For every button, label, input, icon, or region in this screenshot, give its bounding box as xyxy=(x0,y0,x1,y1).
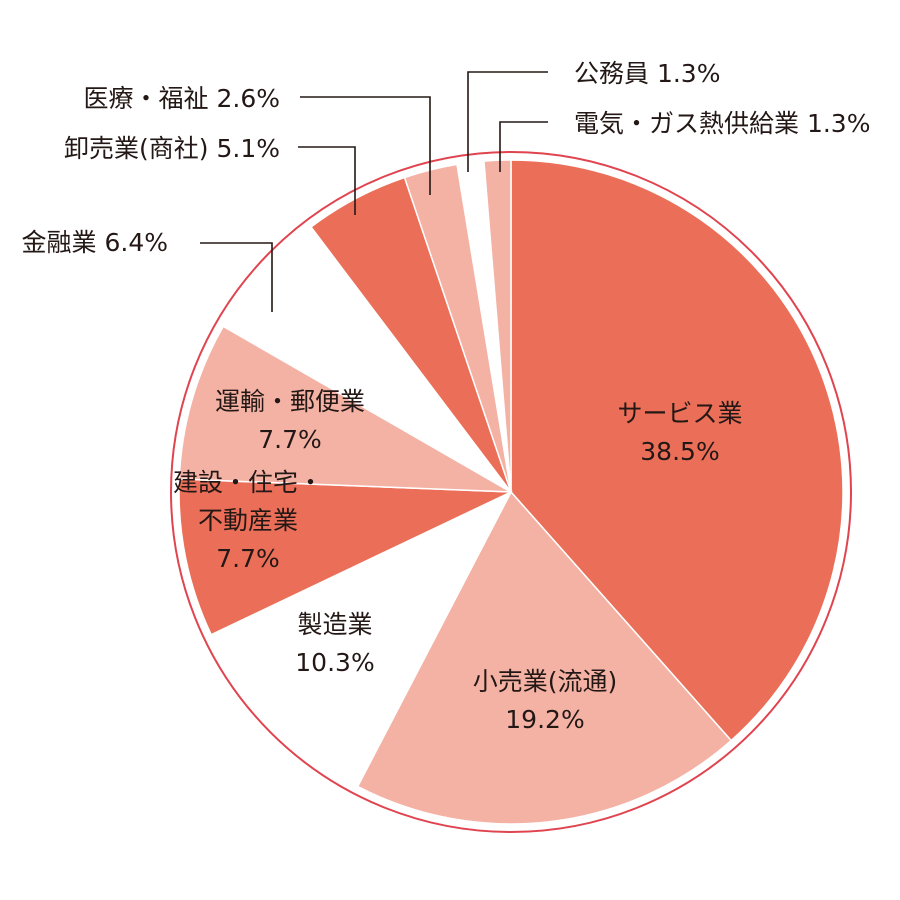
slice-name-label: サービス業 xyxy=(617,399,742,428)
slice-callout-label: 金融業 6.4% xyxy=(22,228,168,257)
leader-line xyxy=(200,242,273,312)
pie-slice-10 xyxy=(483,159,512,493)
leader-line xyxy=(467,71,548,172)
pie-slice-1 xyxy=(510,159,844,742)
slice-callout-label: 医療・福祉 2.6% xyxy=(84,84,280,113)
slice-value-label: 10.3% xyxy=(295,648,374,677)
slice-name-label: 小売業(流通) xyxy=(473,667,618,696)
slice-value-label: 19.2% xyxy=(505,705,584,734)
pie-outline-ring xyxy=(170,151,852,833)
slice-value-label: 38.5% xyxy=(640,437,719,466)
slice-callout-label: 電気・ガス熱供給業 1.3% xyxy=(574,109,870,138)
slice-name-label: 建設・住宅・ xyxy=(173,468,323,497)
inside-labels: サービス業 38.5% 小売業(流通) 19.2% 製造業 10.3% 建設・住宅・不動産業… xyxy=(173,387,743,734)
slice-name-label: 不動産業 xyxy=(198,506,298,535)
pie-slice-5 xyxy=(178,325,512,493)
slice-callout-label: 公務員 1.3% xyxy=(574,59,720,88)
pie-slice-3 xyxy=(210,490,513,788)
slice-name-label: 運輸・郵便業 xyxy=(215,387,365,416)
leader-line xyxy=(499,121,548,172)
pie-slice-2 xyxy=(356,490,733,825)
leader-line xyxy=(300,96,431,195)
pie-slice-4 xyxy=(178,478,512,636)
leader-line xyxy=(298,146,356,215)
pie-slice-6 xyxy=(222,225,512,493)
slice-value-label: 7.7% xyxy=(258,425,322,454)
slice-value-label: 7.7% xyxy=(216,544,280,573)
outside-labels: 金融業 6.4% 卸売業(商社) 5.1% 医療・福祉 2.6% 公務員 1.3% 電気… xyxy=(22,59,870,312)
pie-slices xyxy=(178,159,844,825)
slice-name-label: 製造業 xyxy=(297,610,372,639)
slice-callout-label: 卸売業(商社) 5.1% xyxy=(64,134,280,163)
